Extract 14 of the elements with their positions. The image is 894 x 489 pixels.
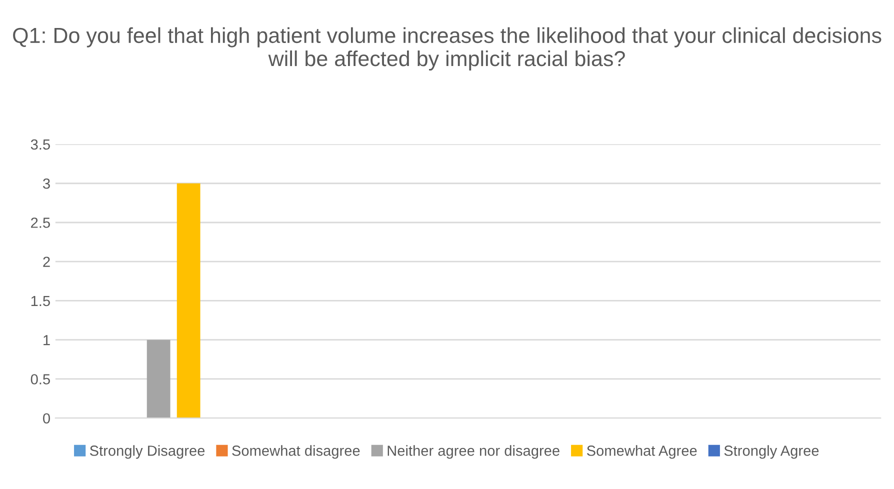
legend-label: Somewhat Agree <box>586 445 697 459</box>
y-tick-label: 2.5 <box>31 218 50 228</box>
legend-label: Neither agree nor disagree <box>388 445 560 459</box>
legend-label: Strongly Disagree <box>90 445 205 459</box>
y-tick-label: 0 <box>43 413 50 424</box>
y-tick-label: 1.5 <box>31 296 50 306</box>
y-tick-label: 3 <box>43 178 50 189</box>
y-tick-label: 1 <box>44 335 50 346</box>
y-tick-label: 0.5 <box>30 374 50 384</box>
chart-title: Q1: Do you feel that high patient volume increases the likelihood that your clinical decisions will be affected by implicit racial bias? <box>13 27 882 71</box>
legend-label: Somewhat disagree <box>232 445 360 459</box>
legend-label: Strongly Agree <box>724 445 819 459</box>
y-tick-label: 2 <box>43 256 50 267</box>
y-tick-label: 3.5 <box>30 139 50 150</box>
